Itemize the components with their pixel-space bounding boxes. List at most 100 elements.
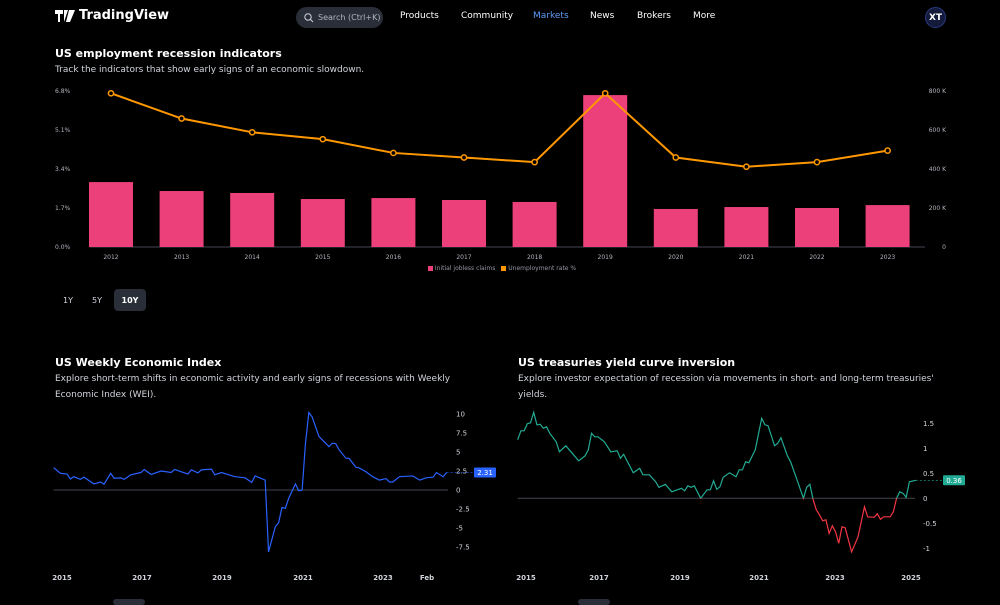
left-axis-tick: 1.7%: [55, 205, 71, 212]
y-axis-tick: 5: [456, 449, 460, 457]
search-button[interactable]: Search (Ctrl+K): [296, 7, 383, 28]
left-axis-tick: 0.0%: [55, 244, 71, 251]
x-axis-tick: 2018: [527, 254, 542, 261]
right-axis-tick: 600 K: [929, 127, 947, 134]
section-title: US Weekly Economic Index: [55, 356, 222, 369]
x-axis-tick: 2023: [373, 574, 393, 582]
x-axis-tick: 2019: [670, 574, 690, 582]
unemployment-point-2015: [319, 135, 327, 143]
x-axis-tick: 2015: [52, 574, 72, 582]
chart-legend: Initial jobless claims Unemployment rate…: [0, 265, 1000, 272]
employment-chart: 0.0% 1.7% 3.4% 5.1% 6.8% 0 200 K 400 K 600 K 800 …: [55, 88, 947, 261]
x-axis-tick: 2015: [516, 574, 536, 582]
y-axis-tick: 2.5: [456, 468, 467, 476]
x-axis-tick: 2015: [315, 254, 330, 261]
right-axis-tick: 400 K: [929, 166, 947, 173]
range-button[interactable]: [578, 599, 610, 605]
x-axis-tick: 2023: [825, 574, 845, 582]
x-axis-tick: 2021: [739, 254, 754, 261]
avatar[interactable]: XT: [925, 7, 946, 28]
x-axis-tick: 2016: [386, 254, 401, 261]
unemployment-point-2017: [460, 154, 468, 161]
y-axis-tick: -2.5: [456, 506, 470, 514]
bar-2022: [795, 208, 839, 247]
series-line-negative: [700, 498, 907, 554]
left-axis-tick: 5.1%: [55, 127, 71, 134]
y-axis-tick: -0.5: [923, 520, 937, 528]
nav-more[interactable]: More: [693, 11, 716, 21]
nav-markets[interactable]: Markets: [533, 11, 569, 21]
y-axis-tick: 10: [456, 411, 465, 419]
y-axis-tick: 1: [923, 445, 927, 453]
nav-news[interactable]: News: [590, 11, 615, 21]
left-axis-tick: 6.8%: [55, 88, 71, 95]
y-axis-tick: -5: [456, 525, 463, 533]
tradingview-logo-icon: [55, 9, 75, 22]
x-axis-tick: 2013: [174, 254, 189, 261]
wei-chart: 10 7.5 5 2.5 0 -2.5 -5 -7.5 2015 2017 2019 2021 2023…: [52, 410, 496, 582]
nav-community[interactable]: Community: [461, 11, 514, 21]
brand-name: TradingView: [79, 8, 170, 23]
range-1y[interactable]: 1Y: [56, 289, 80, 311]
section-description: Track the indicators that show early sig…: [55, 65, 365, 75]
x-axis-tick: 2019: [212, 574, 232, 582]
unemployment-point-2013: [178, 115, 185, 122]
y-axis-tick: 7.5: [456, 430, 467, 438]
right-axis-tick: 200 K: [929, 205, 947, 212]
last-value-tag: [474, 467, 496, 478]
bar-2013: [159, 191, 204, 247]
unemployment-line: [110, 91, 888, 168]
x-axis-tick: 2017: [456, 254, 471, 261]
x-axis-tick: Feb: [420, 574, 434, 582]
series-line-positive: [517, 410, 916, 499]
section-description: Explore short-term shifts in economic ac…: [55, 374, 451, 400]
x-axis-tick: 2020: [668, 254, 683, 261]
x-axis-tick: 2021: [293, 574, 313, 582]
bar-2018: [512, 201, 557, 247]
unemployment-point-2018: [531, 158, 538, 166]
unemployment-point-2023: [884, 147, 891, 154]
unemployment-point-2019: [601, 89, 609, 97]
bar-2012: [89, 182, 133, 247]
bar-2021: [724, 207, 769, 247]
y-axis-tick: 1.5: [923, 420, 934, 428]
x-axis-tick: 2012: [103, 254, 118, 261]
bar-2019: [583, 95, 628, 247]
search-placeholder: Search (Ctrl+K): [318, 13, 381, 22]
bar-2016: [371, 198, 416, 247]
legend-unemployment[interactable]: Unemployment rate %: [508, 265, 577, 272]
right-axis-tick: 800 K: [929, 88, 947, 95]
range-button[interactable]: [113, 599, 145, 605]
y-axis-tick: 0: [456, 487, 460, 495]
right-axis-tick: 0: [942, 244, 946, 251]
bar-2017: [442, 200, 486, 247]
x-axis-tick: 2014: [245, 254, 260, 261]
bar-2015: [300, 199, 345, 247]
search-icon: [304, 12, 314, 22]
x-axis-tick: 2017: [132, 574, 152, 582]
x-axis-tick: 2023: [880, 254, 895, 261]
unemployment-point-2016: [390, 149, 397, 157]
unemployment-point-2020: [672, 154, 680, 161]
x-axis-tick: 2017: [589, 574, 609, 582]
x-axis-tick: 2021: [749, 574, 769, 582]
unemployment-point-2022: [813, 158, 821, 166]
range-10y[interactable]: 10Y: [114, 289, 146, 311]
y-axis-tick: -7.5: [456, 544, 470, 552]
y-axis-tick: -1: [923, 545, 930, 553]
yield-curve-chart: 1.5 1 0.5 0 -0.5 -1 2015 2017 2019 2021 2023 2025 0.…: [516, 410, 965, 582]
nav-brokers[interactable]: Brokers: [637, 11, 672, 21]
nav-products[interactable]: Products: [400, 11, 439, 21]
bar-2014: [230, 192, 275, 247]
y-axis-tick: 0.5: [923, 470, 934, 478]
last-value-label: 2.31: [477, 469, 493, 477]
legend-claims[interactable]: Initial jobless claims: [434, 265, 496, 272]
last-value-tag: [943, 475, 965, 486]
legend-swatch-unemployment: [501, 266, 507, 271]
x-axis-tick: 2019: [598, 254, 613, 261]
left-axis-tick: 3.4%: [55, 166, 71, 173]
tradingview-logo[interactable]: TradingView: [55, 8, 169, 23]
series-line: [53, 410, 448, 553]
range-5y[interactable]: 5Y: [85, 289, 109, 311]
unemployment-point-2014: [248, 128, 256, 136]
